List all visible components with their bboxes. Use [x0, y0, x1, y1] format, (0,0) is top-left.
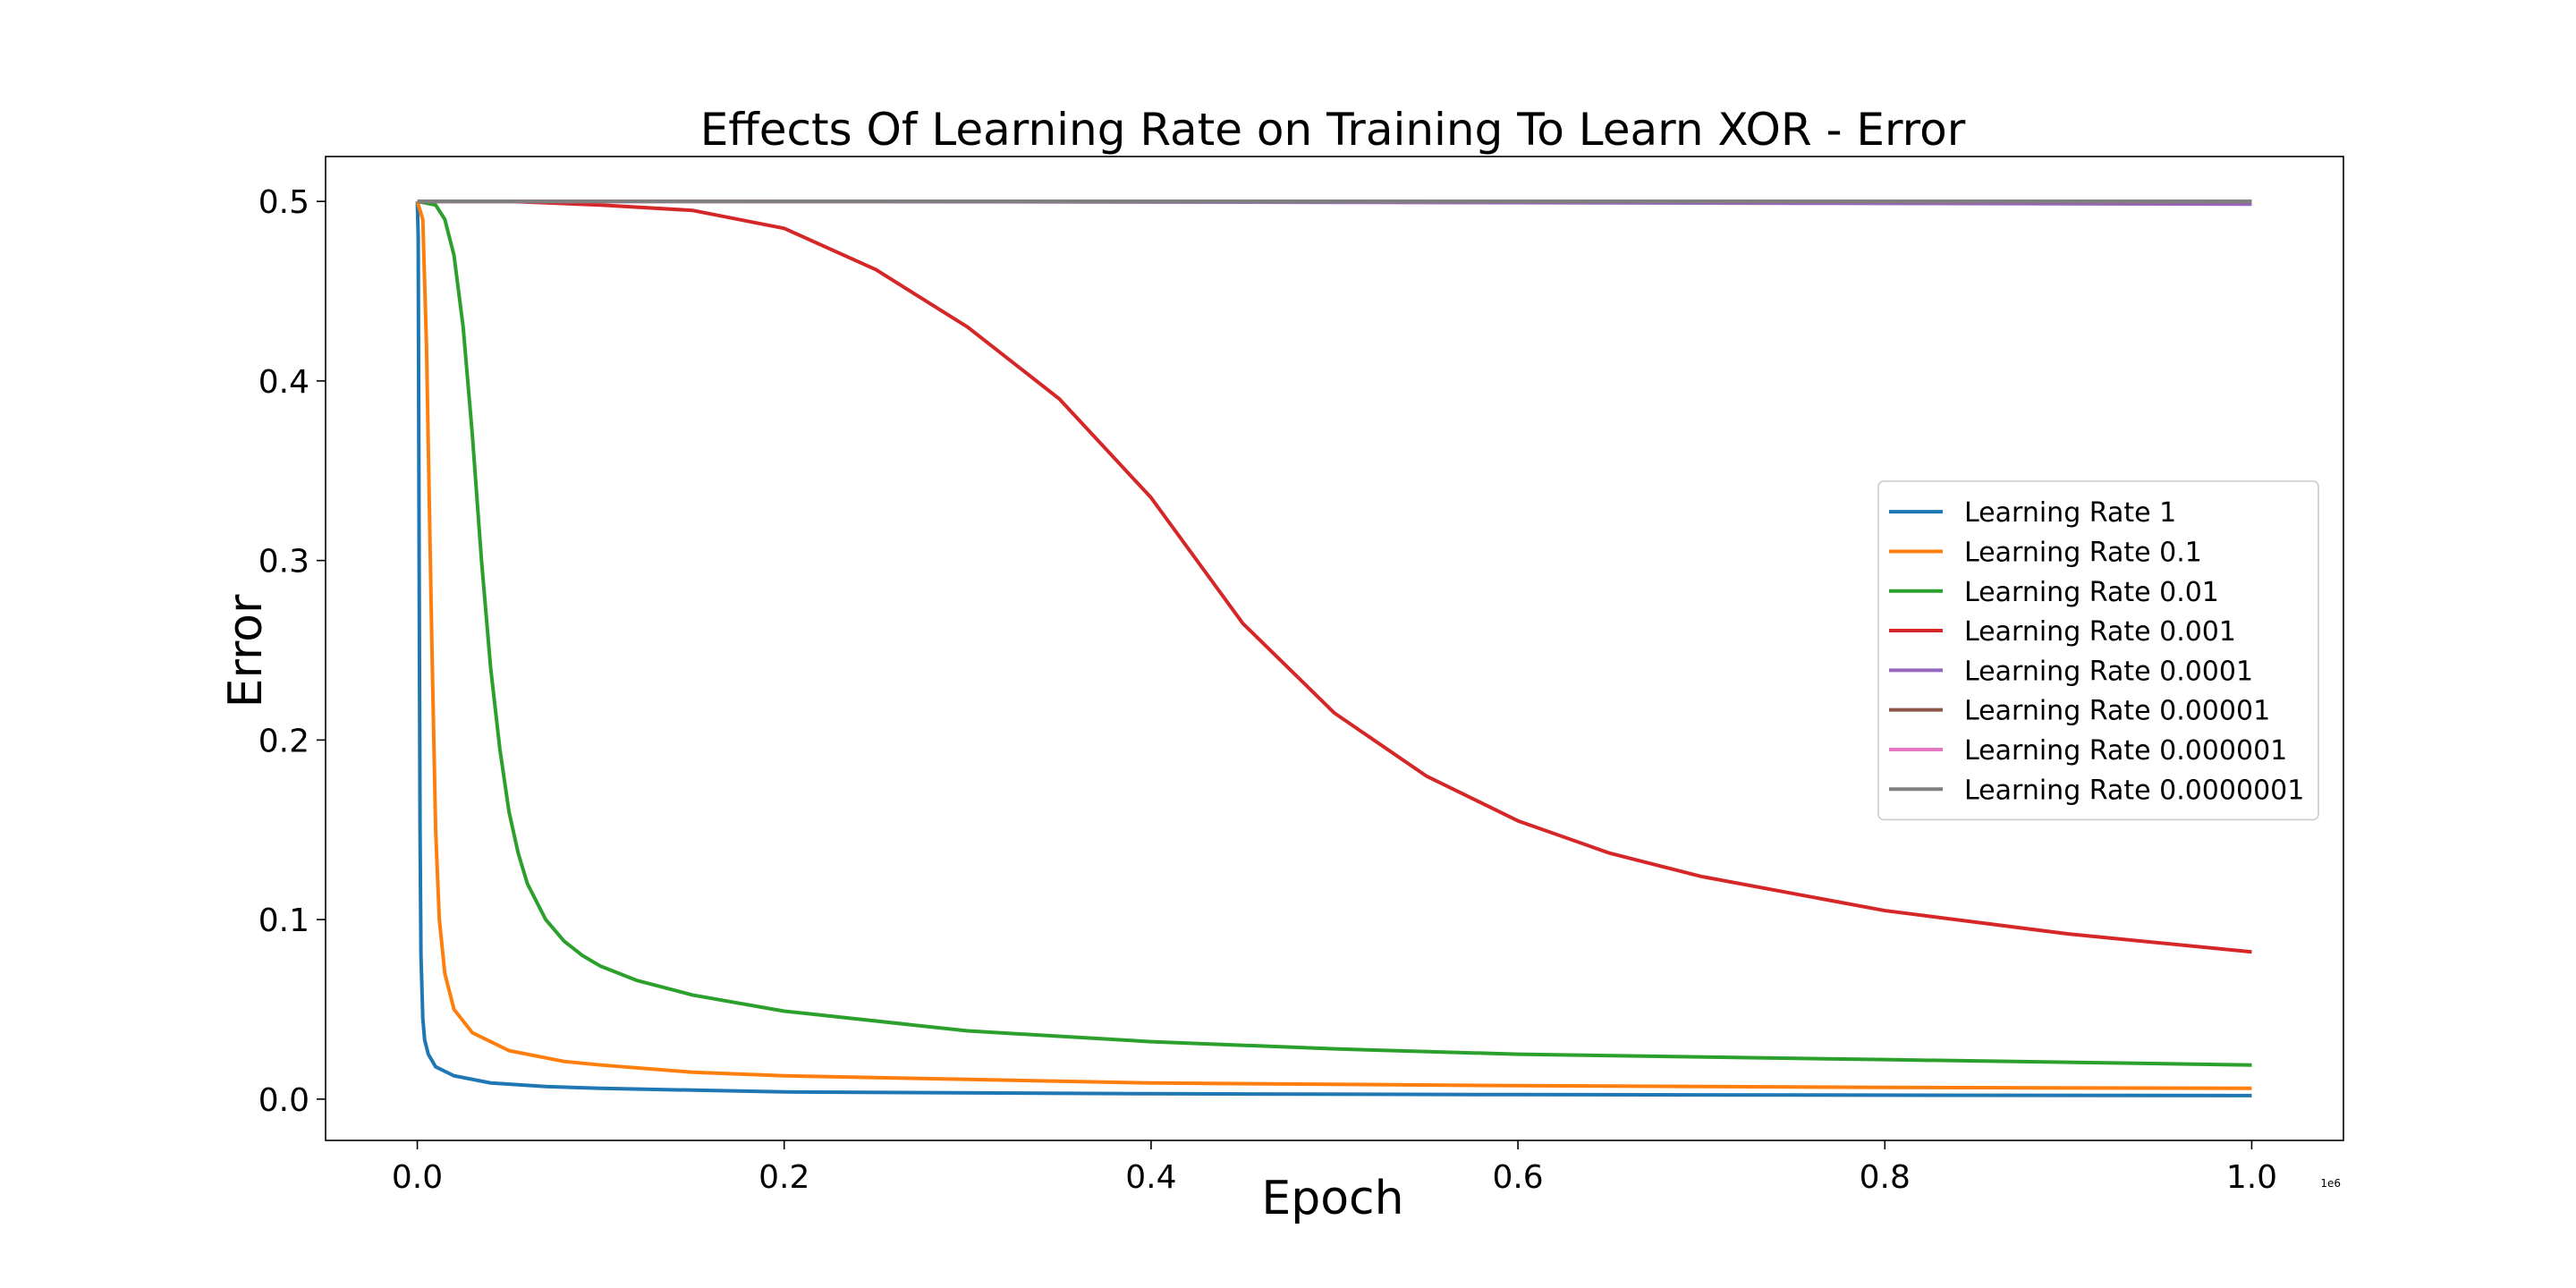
x-tick-label: 0.0	[392, 1159, 443, 1196]
y-tick-label: 0.2	[258, 723, 309, 759]
x-axis: 0.0 0.2 0.4 0.6 0.8 1.0	[392, 1140, 2277, 1196]
x-axis-offset-text: 1e6	[2320, 1177, 2341, 1190]
series-line-1	[415, 201, 2252, 1097]
y-tick-label: 0.1	[258, 902, 309, 939]
legend-label: Learning Rate 0.0000001	[1964, 775, 2304, 806]
legend-label: Learning Rate 0.001	[1964, 616, 2236, 648]
legend-box	[1877, 480, 2319, 821]
legend-label: Learning Rate 1	[1964, 497, 2176, 529]
y-tick-label: 0.0	[258, 1082, 309, 1119]
y-tick-label: 0.4	[258, 364, 309, 401]
x-tick-label: 0.6	[1492, 1159, 1543, 1196]
x-tick-label: 0.4	[1125, 1159, 1176, 1196]
series-line-4	[417, 199, 2252, 954]
legend-label: Learning Rate 0.000001	[1964, 735, 2287, 767]
series-layer	[415, 199, 2252, 1097]
y-axis: 0.0 0.1 0.2 0.3 0.4 0.5	[258, 184, 326, 1119]
x-tick-label: 0.2	[758, 1159, 809, 1196]
series-line-3	[417, 199, 2252, 1067]
x-tick-label: 1.0	[2226, 1159, 2277, 1196]
legend: Learning Rate 1 Learning Rate 0.1 Learning…	[1877, 480, 2319, 821]
y-axis-label: Error	[219, 594, 273, 708]
chart-title: Effects Of Learning Rate on Training To …	[700, 104, 1966, 156]
x-axis-label: Epoch	[1261, 1172, 1403, 1225]
y-tick-label: 0.5	[258, 184, 309, 221]
legend-label: Learning Rate 0.01	[1964, 577, 2219, 608]
legend-label: Learning Rate 0.0001	[1964, 656, 2253, 687]
series-line-2	[415, 200, 2252, 1090]
y-tick-label: 0.3	[258, 544, 309, 580]
plot-area	[325, 156, 2344, 1141]
legend-label: Learning Rate 0.1	[1964, 537, 2202, 568]
legend-label: Learning Rate 0.00001	[1964, 696, 2270, 727]
x-tick-label: 0.8	[1860, 1159, 1911, 1196]
